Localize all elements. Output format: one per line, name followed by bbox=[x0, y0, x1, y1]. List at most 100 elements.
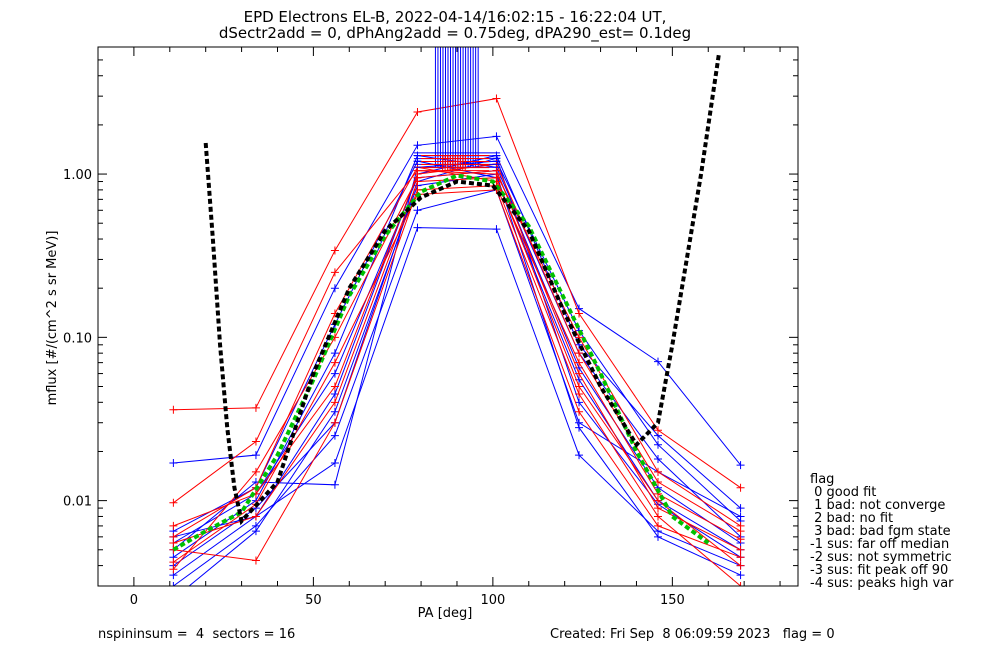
data-point bbox=[575, 369, 584, 378]
data-point bbox=[169, 582, 178, 586]
data-point bbox=[413, 223, 422, 232]
data-point bbox=[654, 426, 662, 435]
data-point bbox=[413, 177, 422, 186]
chart-title: EPD Electrons EL-B, 2022-04-14/16:02:15 … bbox=[244, 8, 667, 26]
y-tick-label: 0.01 bbox=[63, 495, 92, 510]
data-point bbox=[575, 349, 584, 358]
data-point bbox=[736, 561, 745, 570]
legend-entry: 3 bad: bad fgm state bbox=[810, 524, 951, 539]
series-14 bbox=[169, 185, 745, 567]
data-point bbox=[169, 595, 177, 603]
data-point bbox=[169, 405, 178, 414]
legend-entry: 1 bad: not converge bbox=[810, 498, 945, 513]
axes-layer: 0 50 100 150 0.01 0.10 1.00 bbox=[63, 46, 799, 608]
x-tick-label: 50 bbox=[305, 593, 322, 608]
data-point bbox=[736, 535, 745, 544]
series-line bbox=[173, 98, 741, 489]
legend-title: flag bbox=[810, 472, 834, 487]
data-point bbox=[169, 458, 178, 467]
series-line bbox=[188, 173, 741, 586]
data-point bbox=[654, 357, 662, 366]
series-line bbox=[173, 170, 741, 570]
data-point bbox=[330, 480, 339, 489]
data-point bbox=[413, 141, 422, 150]
data-point bbox=[654, 532, 662, 541]
data-point bbox=[575, 423, 584, 432]
data-point bbox=[575, 389, 584, 398]
data-point bbox=[492, 132, 501, 141]
series-1 bbox=[169, 132, 745, 470]
legend-entry: -4 sus: peaks high var bbox=[810, 576, 954, 591]
data-point bbox=[169, 521, 178, 530]
series-line bbox=[173, 177, 741, 566]
series-line bbox=[173, 163, 741, 532]
y-tick-label: 1.00 bbox=[63, 168, 92, 183]
data-point bbox=[575, 407, 584, 416]
data-point bbox=[251, 467, 260, 476]
data-point bbox=[251, 403, 260, 412]
flag-legend: flag 0 good fit 1 bad: not converge 2 ba… bbox=[810, 472, 954, 591]
x-axis-label: PA [deg] bbox=[418, 606, 473, 621]
x-tick-label: 100 bbox=[480, 593, 505, 608]
x-tick-label: 0 bbox=[130, 593, 138, 608]
data-point bbox=[492, 94, 501, 103]
data-point bbox=[736, 461, 745, 470]
series-10 bbox=[169, 94, 745, 492]
data-point bbox=[575, 398, 584, 407]
data-point bbox=[330, 369, 339, 378]
data-point bbox=[736, 545, 745, 554]
data-point bbox=[654, 467, 662, 476]
data-point bbox=[169, 498, 178, 507]
green-fit-curve bbox=[172, 173, 710, 552]
blue-peak-bundle bbox=[413, 47, 501, 168]
data-point bbox=[330, 398, 339, 407]
series-layer bbox=[169, 47, 745, 603]
data-point bbox=[330, 246, 339, 255]
data-point bbox=[492, 225, 501, 234]
data-point bbox=[654, 440, 662, 449]
data-point bbox=[492, 173, 501, 182]
data-point bbox=[330, 349, 339, 358]
series-15 bbox=[169, 166, 745, 574]
data-point bbox=[575, 358, 584, 367]
series-line bbox=[173, 227, 741, 567]
legend-entry: -2 sus: not symmetric bbox=[810, 550, 952, 565]
legend-entry: -3 sus: fit peak off 90 bbox=[810, 563, 948, 578]
series-line bbox=[173, 189, 741, 563]
series-line bbox=[173, 160, 741, 551]
series-line bbox=[173, 135, 741, 466]
data-point bbox=[654, 496, 662, 505]
footer-created-info: Created: Fri Sep 8 06:09:59 2023 flag = … bbox=[550, 627, 835, 642]
data-point bbox=[654, 512, 662, 521]
data-point bbox=[330, 268, 339, 277]
data-point bbox=[413, 206, 422, 215]
footer-spin-info: nspininsum = 4 sectors = 16 bbox=[98, 627, 296, 642]
data-point bbox=[413, 170, 422, 179]
data-point bbox=[251, 527, 260, 536]
data-point bbox=[330, 284, 339, 293]
legend-entry: -1 sus: far off median bbox=[810, 537, 949, 552]
legend-entry: 0 good fit bbox=[810, 485, 876, 500]
data-point bbox=[575, 451, 584, 460]
data-point bbox=[736, 483, 745, 492]
data-point bbox=[169, 565, 178, 574]
data-point bbox=[654, 454, 662, 463]
data-point bbox=[330, 382, 339, 391]
legend-entry: 2 bad: no fit bbox=[810, 511, 893, 526]
data-point bbox=[736, 553, 745, 562]
chart-subtitle: dSectr2add = 0, dPhAng2add = 0.75deg, dP… bbox=[219, 24, 691, 43]
data-point bbox=[330, 458, 339, 467]
data-point bbox=[169, 539, 178, 548]
data-point bbox=[575, 382, 584, 391]
series-line bbox=[173, 185, 741, 586]
data-point bbox=[330, 431, 339, 440]
black-fit-curve bbox=[203, 52, 722, 526]
data-point bbox=[251, 512, 260, 521]
data-point bbox=[736, 527, 745, 536]
data-point bbox=[736, 582, 745, 586]
x-tick-label: 150 bbox=[660, 593, 685, 608]
series-9 bbox=[169, 170, 745, 603]
series-line bbox=[173, 170, 741, 527]
data-point bbox=[251, 451, 260, 460]
